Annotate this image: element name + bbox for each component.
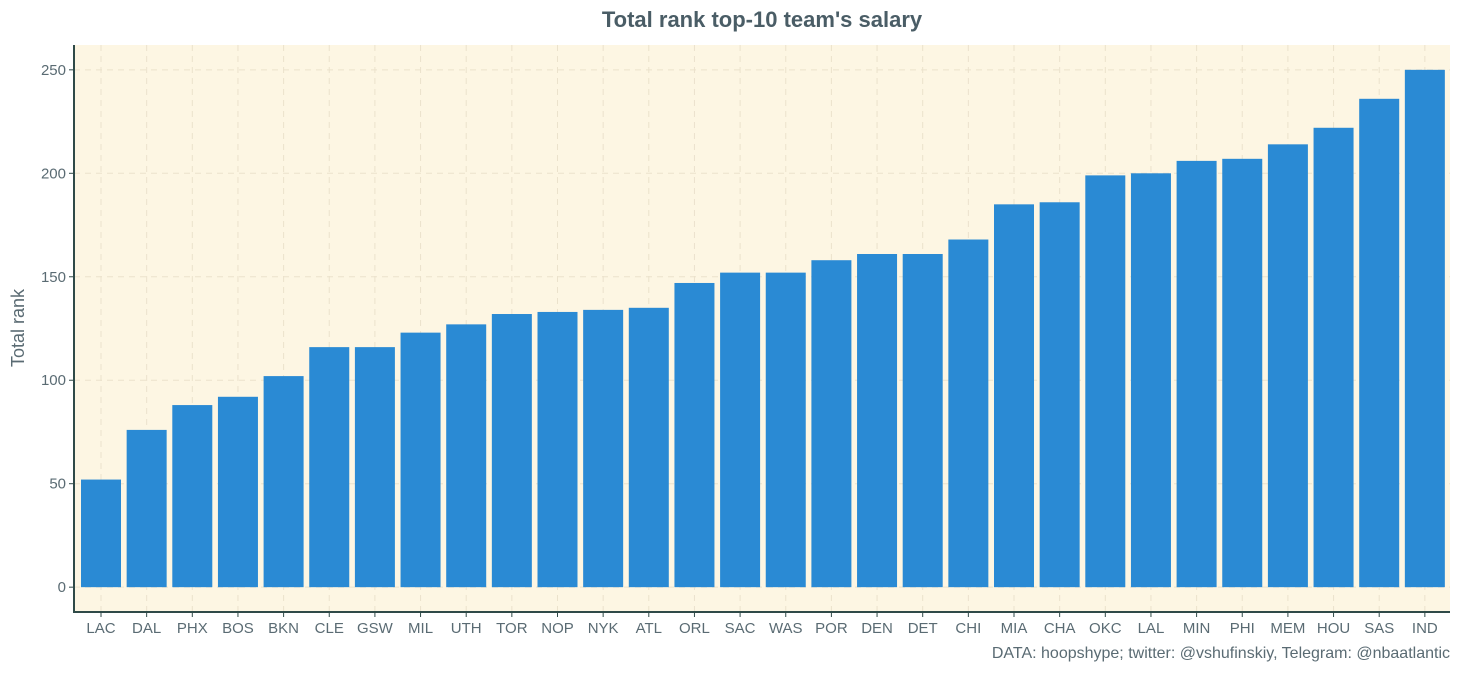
bar-mil: [400, 332, 441, 588]
bar-chi: [948, 239, 989, 588]
x-tick-label-por: POR: [815, 620, 848, 637]
bar-por: [811, 260, 852, 588]
bars: [81, 69, 1445, 588]
data-source-caption: DATA: hoopshype; twitter: @vshufinskiy, …: [992, 645, 1450, 662]
x-tick-label-phx: PHX: [177, 620, 208, 637]
bar-okc: [1085, 175, 1126, 588]
x-ticks: LAC DAL PHX BOS BKN CLE GSW MIL UTH TOR NOP NYK ATL O…: [86, 612, 1438, 637]
x-tick-label-was: WAS: [769, 620, 803, 637]
x-tick-label-orl: ORL: [679, 620, 710, 637]
x-tick-label-lac: LAC: [86, 620, 115, 637]
bar-sas: [1359, 98, 1400, 588]
bar-uth: [446, 324, 487, 588]
x-tick-label-mil: MIL: [408, 620, 433, 637]
x-tick-label-ind: IND: [1412, 620, 1438, 637]
x-tick-label-bos: BOS: [222, 620, 254, 637]
x-tick-label-dal: DAL: [132, 620, 161, 637]
bar-nyk: [583, 309, 624, 588]
y-tick-label: 100: [41, 372, 66, 389]
bar-phx: [172, 405, 213, 588]
x-tick-label-sas: SAS: [1364, 620, 1394, 637]
bar-gsw: [354, 347, 395, 588]
x-tick-label-det: DET: [908, 620, 938, 637]
y-tick-label: 200: [41, 165, 66, 182]
bar-lal: [1130, 173, 1171, 588]
bar-orl: [674, 282, 715, 588]
bar-tor: [491, 314, 532, 588]
x-tick-label-nop: NOP: [541, 620, 574, 637]
x-tick-label-lal: LAL: [1138, 620, 1165, 637]
x-tick-label-atl: ATL: [636, 620, 662, 637]
x-tick-label-bkn: BKN: [268, 620, 299, 637]
bar-mem: [1267, 144, 1308, 588]
bar-cha: [1039, 202, 1080, 588]
x-tick-label-gsw: GSW: [357, 620, 394, 637]
bar-hou: [1313, 127, 1354, 588]
bar-cle: [309, 347, 350, 588]
x-tick-label-min: MIN: [1183, 620, 1211, 637]
y-tick-label: 0: [58, 579, 66, 596]
bar-min: [1176, 160, 1217, 588]
x-tick-label-hou: HOU: [1317, 620, 1350, 637]
bar-was: [765, 272, 806, 588]
x-tick-label-sac: SAC: [725, 620, 756, 637]
x-tick-label-phi: PHI: [1230, 620, 1255, 637]
bar-nop: [537, 311, 578, 588]
y-gridlines: [74, 69, 1450, 588]
y-ticks: 0 50 100 150 200 250: [41, 62, 74, 596]
bar-dal: [126, 429, 167, 588]
x-tick-label-uth: UTH: [451, 620, 482, 637]
y-tick-label: 50: [49, 476, 66, 493]
bar-ind: [1404, 69, 1445, 588]
bar-bkn: [263, 376, 304, 588]
x-tick-label-tor: TOR: [496, 620, 528, 637]
bar-lac: [81, 479, 121, 588]
bar-den: [857, 254, 898, 588]
bar-phi: [1222, 158, 1263, 588]
y-tick-label: 150: [41, 269, 66, 286]
x-tick-label-cle: CLE: [315, 620, 344, 637]
y-tick-label: 250: [41, 62, 66, 79]
x-tick-label-okc: OKC: [1089, 620, 1122, 637]
x-tick-label-chi: CHI: [955, 620, 981, 637]
y-axis-label: Total rank: [8, 288, 28, 367]
x-tick-label-mem: MEM: [1270, 620, 1305, 637]
bar-det: [902, 254, 943, 588]
chart-title: Total rank top-10 team's salary: [602, 7, 923, 32]
x-tick-label-den: DEN: [861, 620, 893, 637]
bar-bos: [217, 396, 258, 588]
bar-atl: [628, 307, 669, 588]
x-tick-label-nyk: NYK: [588, 620, 619, 637]
x-tick-label-mia: MIA: [1001, 620, 1028, 637]
x-tick-label-cha: CHA: [1044, 620, 1076, 637]
bar-mia: [994, 204, 1034, 588]
bar-sac: [720, 272, 761, 588]
